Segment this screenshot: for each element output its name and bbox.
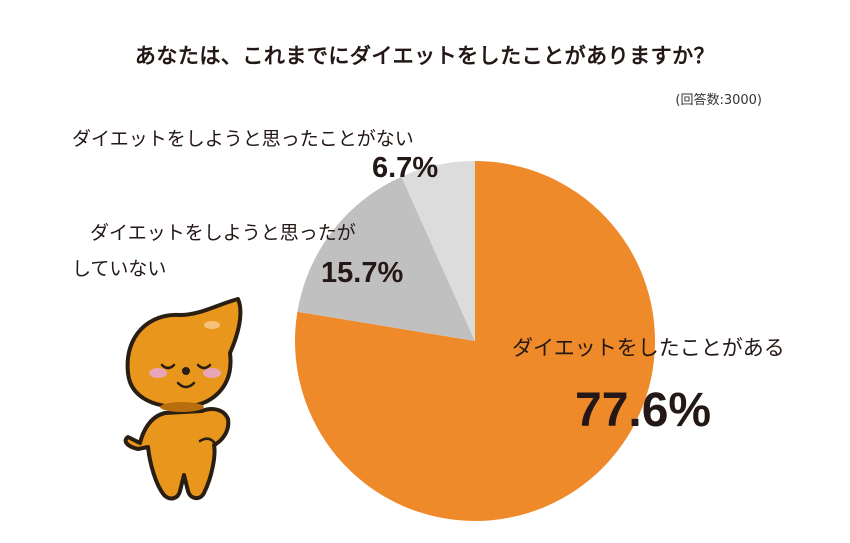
slice-label-dieted: ダイエットをしたことがある [512, 336, 785, 360]
slice-value-never: 6.7% [372, 152, 439, 184]
slice-label-never: ダイエットをしようと思ったことがない [72, 128, 414, 150]
response-count: (回答数:3000) [675, 93, 762, 108]
mascot-illustration [123, 297, 243, 501]
slice-label-considered-line1: ダイエットをしようと思ったが [90, 222, 356, 244]
pie-slice-never [401, 161, 475, 341]
slice-value-dieted: 77.6% [575, 384, 712, 437]
slice-value-considered: 15.7% [321, 257, 404, 289]
slice-label-considered-line2: していない [72, 258, 167, 280]
pie-slice-considered [297, 176, 475, 341]
chart-title: あなたは、これまでにダイエットをしたことがありますか？ [134, 44, 716, 68]
